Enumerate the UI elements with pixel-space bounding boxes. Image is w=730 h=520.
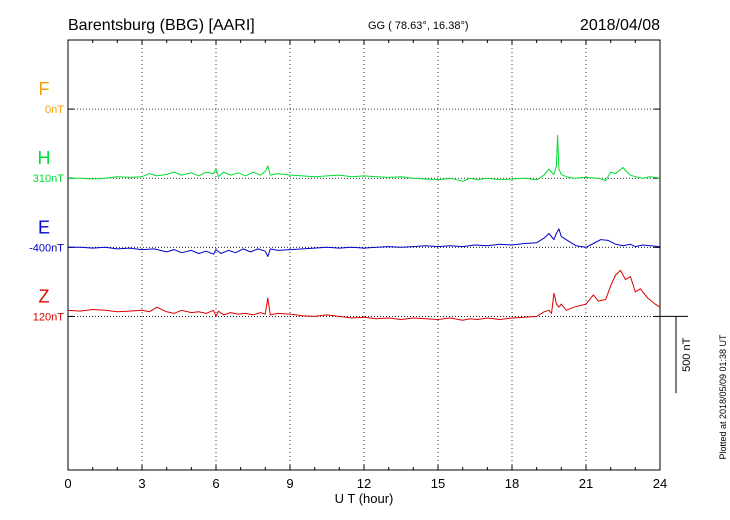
x-axis-ticks: 0 3 6 9 12 15 18 21 24 [64, 40, 667, 491]
x-tick-label: 24 [653, 476, 667, 491]
x-axis-label: U T (hour) [335, 491, 394, 506]
component-baseline-label-E: -400nT [29, 242, 64, 254]
series-Z [67, 269, 661, 321]
component-labels: F 0nT H 310nT E -400nT Z 120nT [29, 79, 64, 323]
date-label: 2018/04/08 [580, 17, 660, 34]
scale-bar: 500 nT [660, 315, 693, 394]
component-name-H: H [38, 148, 51, 168]
x-tick-label: 12 [357, 476, 371, 491]
component-baseline-label-Z: 120nT [33, 311, 64, 323]
x-tick-label: 9 [286, 476, 293, 491]
series-H [68, 134, 661, 182]
x-tick-label: 15 [431, 476, 445, 491]
station-title: Barentsburg (BBG) [AARI] [68, 17, 255, 34]
x-tick-label: 6 [212, 476, 219, 491]
scale-bar-label: 500 nT [681, 337, 693, 372]
x-tick-label: 0 [64, 476, 71, 491]
series-group [67, 134, 661, 321]
component-name-Z: Z [39, 286, 50, 306]
x-tick-label: 21 [579, 476, 593, 491]
component-baseline-label-H: 310nT [33, 173, 64, 185]
component-name-F: F [39, 79, 50, 99]
geo-coordinates: GG ( 78.63°, 16.38°) [368, 20, 469, 32]
component-baseline-label-F: 0nT [45, 104, 64, 116]
x-tick-label: 18 [505, 476, 519, 491]
series-E [68, 228, 661, 257]
grid-lines [141, 40, 587, 470]
component-name-E: E [38, 217, 50, 237]
x-tick-label: 3 [138, 476, 145, 491]
plotted-timestamp: Plotted at 2018/05/09 01:38 UT [718, 334, 728, 460]
